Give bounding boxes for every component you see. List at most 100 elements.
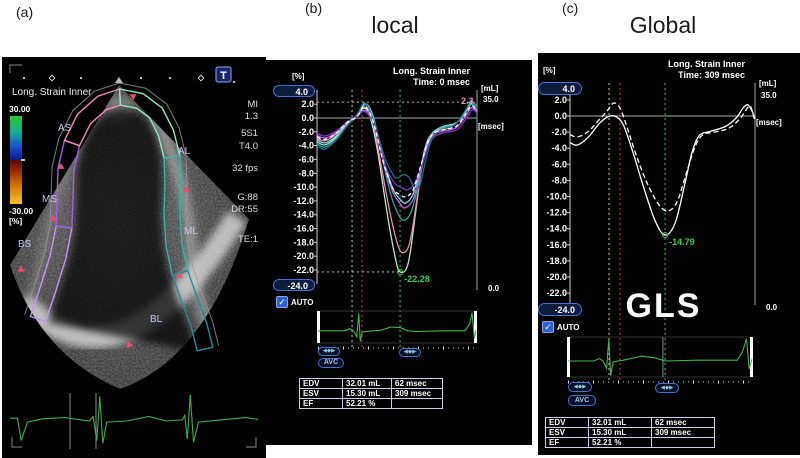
y-tick-label: 0.0 bbox=[301, 113, 314, 123]
y-tick-label: -12.0 bbox=[546, 208, 567, 218]
imaging-info-13: 1.3 bbox=[245, 111, 258, 122]
measurement-table-row: EDV 32.01 mL 62 msec bbox=[545, 417, 715, 428]
ultrasound-canvas: AS AL MS ML BS BL Long. Strain Inner 30.00 -30.0… bbox=[9, 64, 258, 449]
measurement-table-row: EF 52.21 % bbox=[299, 398, 443, 409]
panel-b-label: (b) bbox=[305, 0, 323, 16]
avc-button[interactable]: AVC bbox=[318, 358, 344, 368]
y-tick-label: -14.0 bbox=[546, 224, 567, 234]
chart-mode-label: Long. Strain Inner bbox=[392, 66, 470, 76]
measurement-cell: 15.30 mL bbox=[342, 388, 392, 399]
y-max-button[interactable]: 4.0 bbox=[273, 85, 315, 97]
measurement-table-row: ESV 15.30 mL 309 msec bbox=[545, 427, 715, 438]
measurement-cell bbox=[651, 437, 715, 448]
peak-strain-annotation: -14.79 bbox=[669, 237, 695, 247]
y-tick-label: 0.0 bbox=[554, 111, 567, 121]
strain-colorbar bbox=[10, 116, 22, 204]
y-tick-label: -8.0 bbox=[551, 175, 567, 185]
svg-text:T: T bbox=[220, 70, 227, 82]
volume-max-label: 35.0 bbox=[761, 91, 777, 100]
y-tick-label: -18.0 bbox=[546, 256, 567, 266]
chart-mode-label: Long. Strain Inner bbox=[667, 59, 745, 69]
y-tick-label: -4.0 bbox=[298, 141, 314, 151]
colorbar-unit-label: [%] bbox=[9, 216, 22, 226]
colorbar-max-label: 30.00 bbox=[9, 104, 31, 114]
imaging-info-G88: G:88 bbox=[237, 192, 258, 203]
measurement-cell: 32.01 mL bbox=[588, 417, 652, 428]
imaging-info-TE1: TE:1 bbox=[238, 234, 258, 245]
cine-marker-button-mid[interactable]: ◀◆▶ bbox=[655, 383, 679, 393]
y-tick-label: -8.0 bbox=[298, 168, 314, 178]
arrow-marker-icon bbox=[129, 94, 137, 100]
y-tick-label: -14.0 bbox=[293, 210, 314, 220]
cine-marker-button-mid[interactable]: ◀◆▶ bbox=[399, 348, 421, 357]
auto-label: AUTO bbox=[291, 297, 314, 307]
cine-marker-button-left[interactable]: ◀◆▶ bbox=[318, 347, 340, 356]
chart-header: Long. Strain Inner Time: 309 msec bbox=[668, 59, 745, 81]
imaging-info-MI: MI bbox=[247, 99, 258, 110]
imaging-info-T40: T4.0 bbox=[239, 141, 258, 152]
y-tick-label: -12.0 bbox=[293, 196, 314, 206]
y-tick-label: -16.0 bbox=[546, 240, 567, 250]
global-title: Global bbox=[629, 12, 697, 38]
segment-label-AS: AS bbox=[58, 123, 72, 134]
measurement-cell: 309 msec bbox=[391, 388, 443, 399]
measurement-table-row: ESV 15.30 mL 309 msec bbox=[299, 388, 443, 399]
imaging-info-32fps: 32 fps bbox=[232, 163, 258, 174]
transducer-badge[interactable]: T bbox=[215, 66, 232, 83]
measurement-cell: EDV bbox=[299, 378, 343, 389]
y-unit-label: [%] bbox=[543, 66, 556, 75]
avc-button[interactable]: AVC bbox=[568, 395, 596, 406]
gls-label: GLS bbox=[625, 287, 702, 325]
y-unit-label: [%] bbox=[292, 72, 305, 81]
volume-unit-label: [mL] bbox=[759, 79, 777, 88]
panel-c-label: (c) bbox=[562, 0, 579, 16]
roi-segment-BL bbox=[171, 269, 214, 352]
y-tick-label: -20.0 bbox=[546, 272, 567, 282]
y-tick-label: -2.0 bbox=[298, 127, 314, 137]
y-tick-label: -18.0 bbox=[293, 237, 314, 247]
cine-marker-button-left[interactable]: ◀◆▶ bbox=[568, 382, 592, 392]
ecg-trace bbox=[318, 312, 477, 342]
arrow-marker-icon bbox=[49, 215, 57, 221]
strain-curve-BL bbox=[316, 100, 478, 204]
arrow-marker-icon bbox=[126, 340, 134, 349]
segment-label-BS: BS bbox=[18, 239, 32, 250]
strain-curve-GLS endo bbox=[569, 104, 756, 236]
volume-max-label: 35.0 bbox=[483, 95, 499, 104]
arrow-marker-icon bbox=[181, 185, 190, 193]
arrow-marker-icon bbox=[57, 163, 65, 169]
y-min-button[interactable]: -24.0 bbox=[273, 279, 315, 291]
strain-curve-Apex bbox=[316, 99, 478, 190]
y-tick-label: -20.0 bbox=[293, 251, 314, 261]
measurement-table-row: EF 52.21 % bbox=[545, 437, 715, 448]
measurement-cell: 62 msec bbox=[651, 417, 715, 428]
local-strain-chart: 2.0 0.0 -2.0 -4.0 -6.0 -8.0 -10.0 -12.0 -14.0 -16… bbox=[293, 90, 478, 350]
colorbar-min-label: -30.00 bbox=[9, 206, 33, 216]
segment-label-AL: AL bbox=[178, 146, 191, 157]
measurement-cell: 62 msec bbox=[391, 378, 443, 389]
auto-checkbox[interactable]: ✓ bbox=[276, 296, 288, 308]
arrow-marker-icon bbox=[17, 265, 26, 273]
peak-strain-annotation: -22.28 bbox=[404, 274, 430, 284]
measurement-cell: EF bbox=[299, 398, 343, 409]
segment-label-MS: MS bbox=[42, 194, 57, 205]
y-tick-label: -22.0 bbox=[293, 265, 314, 275]
y-tick-label: 2.0 bbox=[554, 95, 567, 105]
y-min-button[interactable]: -24.0 bbox=[538, 303, 582, 316]
auto-scale-control[interactable]: ✓ AUTO bbox=[542, 321, 580, 333]
end-strain-annotation: 2.3 bbox=[461, 96, 474, 106]
auto-label: AUTO bbox=[557, 322, 580, 332]
measurement-cell: 52.21 % bbox=[342, 398, 392, 409]
y-tick-label: -22.0 bbox=[546, 288, 567, 298]
y-tick-label: -2.0 bbox=[551, 127, 567, 137]
strain-curve-GLS avg bbox=[569, 102, 756, 212]
ecg-trace bbox=[568, 338, 753, 376]
y-tick-label: -10.0 bbox=[546, 192, 567, 202]
strain-curve-ML bbox=[316, 103, 478, 222]
y-max-button[interactable]: 4.0 bbox=[538, 82, 582, 95]
auto-checkbox[interactable]: ✓ bbox=[542, 321, 554, 333]
auto-scale-control[interactable]: ✓ AUTO bbox=[276, 296, 314, 308]
measurement-cell: EDV bbox=[545, 417, 589, 428]
arrow-marker-icon bbox=[174, 271, 183, 279]
